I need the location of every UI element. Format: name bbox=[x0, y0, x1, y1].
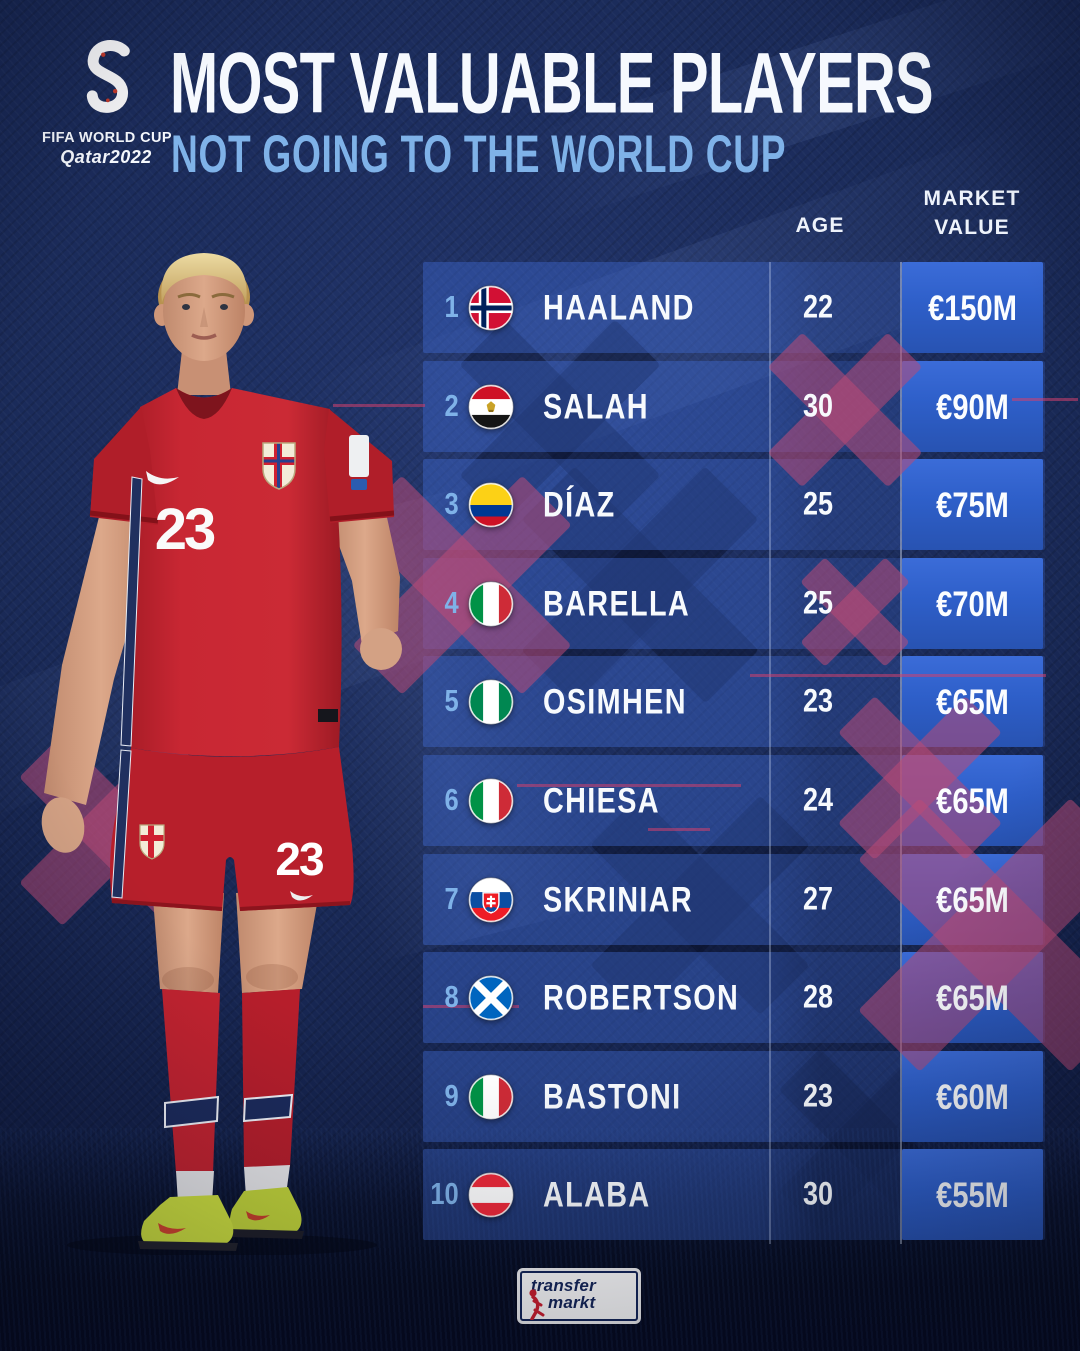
player-age: 24 bbox=[802, 782, 834, 818]
player-market-value: €65M bbox=[936, 878, 1009, 919]
player-age: 27 bbox=[802, 881, 834, 917]
flag-scotland-icon bbox=[468, 974, 514, 1021]
table-row: 4 BARELLA 25 €70M bbox=[423, 558, 1045, 649]
table-row: 1 HAALAND 22 €150M bbox=[423, 262, 1045, 353]
player-name: CHIESA bbox=[543, 780, 660, 820]
rank-number: 8 bbox=[444, 980, 459, 1014]
rank-number: 2 bbox=[444, 389, 459, 423]
page-title: MOST VALUABLE PLAYERS bbox=[170, 34, 934, 132]
transfermarkt-logo: transfer markt bbox=[517, 1268, 641, 1324]
rank-number: 5 bbox=[444, 684, 459, 718]
column-header-age: AGE bbox=[795, 214, 845, 237]
qatar-2022-emblem-icon bbox=[86, 40, 130, 113]
fifa-badge-line1: FIFA WORLD CUP bbox=[42, 130, 172, 146]
table-row: 3 DÍAZ 25 €75M bbox=[423, 459, 1045, 550]
sleeve-patch bbox=[349, 435, 369, 477]
flag-nigeria-icon bbox=[468, 678, 514, 725]
flag-italy-icon bbox=[468, 777, 514, 824]
flag-italy-icon bbox=[468, 1073, 514, 1120]
page-subtitle: NOT GOING TO THE WORLD CUP bbox=[171, 125, 787, 184]
transfermarkt-line2: markt bbox=[548, 1292, 596, 1312]
market-value-cell bbox=[902, 262, 1043, 353]
flag-slovakia-icon bbox=[468, 876, 514, 923]
rank-number: 3 bbox=[444, 487, 459, 521]
table-row: 9 BASTONI 23 €60M bbox=[423, 1051, 1045, 1142]
player-market-value: €90M bbox=[936, 385, 1009, 426]
norway-crest-icon bbox=[262, 442, 296, 490]
market-value-cell bbox=[902, 361, 1043, 452]
player-age: 30 bbox=[802, 1176, 834, 1212]
market-value-cell bbox=[902, 558, 1043, 649]
table-row: 5 OSIMHEN 23 €65M bbox=[423, 656, 1045, 747]
column-header-value: VALUE bbox=[934, 216, 1010, 239]
market-value-cell bbox=[902, 1149, 1043, 1240]
player-age: 23 bbox=[802, 683, 834, 719]
player-age: 25 bbox=[802, 486, 834, 522]
player-name: SALAH bbox=[543, 386, 649, 426]
player-market-value: €65M bbox=[936, 976, 1009, 1017]
player-market-value: €150M bbox=[928, 286, 1017, 327]
player-name: ALABA bbox=[543, 1174, 651, 1214]
player-name: HAALAND bbox=[543, 287, 695, 327]
player-name: DÍAZ bbox=[543, 484, 616, 524]
fifa-badge-line2: Qatar2022 bbox=[60, 147, 152, 167]
shirt-number: 23 bbox=[155, 497, 215, 562]
player-market-value: €65M bbox=[936, 779, 1009, 820]
player-market-value: €70M bbox=[936, 582, 1009, 623]
nike-swoosh-icon bbox=[146, 471, 179, 485]
flag-austria-icon bbox=[468, 1171, 514, 1218]
flag-norway-icon bbox=[468, 284, 514, 331]
rank-number: 7 bbox=[444, 882, 459, 916]
table-row: 2 SALAH 30 €90M bbox=[423, 361, 1045, 452]
haaland-photo: 23 23 bbox=[41, 253, 402, 1255]
transfermarkt-line1: transfer bbox=[531, 1276, 596, 1295]
table-row: 6 CHIESA 24 €65M bbox=[423, 755, 1045, 846]
player-market-value: €75M bbox=[936, 483, 1009, 524]
flag-colombia-icon bbox=[468, 481, 514, 528]
player-age: 28 bbox=[802, 979, 834, 1015]
table-row: 10 ALABA 30 €55M bbox=[423, 1149, 1045, 1240]
player-name: ROBERTSON bbox=[543, 977, 740, 1017]
player-name: SKRINIAR bbox=[543, 879, 694, 919]
player-name: BARELLA bbox=[543, 583, 691, 623]
player-market-value: €65M bbox=[936, 680, 1009, 721]
shorts-number: 23 bbox=[275, 833, 323, 885]
column-header-market-value: MARKET VALUE bbox=[898, 184, 1046, 242]
transfermarkt-player-icon bbox=[529, 1289, 545, 1320]
player-name: OSIMHEN bbox=[543, 681, 687, 721]
rank-number: 10 bbox=[430, 1177, 459, 1211]
table-row: 7 SKRINIAR 27 €65M bbox=[423, 854, 1045, 945]
player-market-value: €60M bbox=[936, 1075, 1009, 1116]
player-name: BASTONI bbox=[543, 1076, 682, 1116]
rank-number: 9 bbox=[444, 1079, 459, 1113]
market-value-cell bbox=[902, 459, 1043, 550]
column-header-market: MARKET bbox=[923, 187, 1021, 210]
player-age: 30 bbox=[802, 388, 834, 424]
rank-number: 1 bbox=[444, 290, 459, 324]
rank-number: 6 bbox=[444, 783, 459, 817]
player-age: 25 bbox=[802, 585, 834, 621]
player-age: 23 bbox=[802, 1078, 834, 1114]
rank-number: 4 bbox=[444, 586, 459, 620]
player-age: 22 bbox=[802, 289, 834, 325]
fifa-world-cup-logo: FIFA WORLD CUP Qatar2022 bbox=[42, 40, 172, 168]
flag-italy-icon bbox=[468, 580, 514, 627]
player-market-value: €55M bbox=[936, 1173, 1009, 1214]
table-row: 8 ROBERTSON 28 €65M bbox=[423, 952, 1045, 1043]
flag-egypt-icon bbox=[468, 383, 514, 430]
